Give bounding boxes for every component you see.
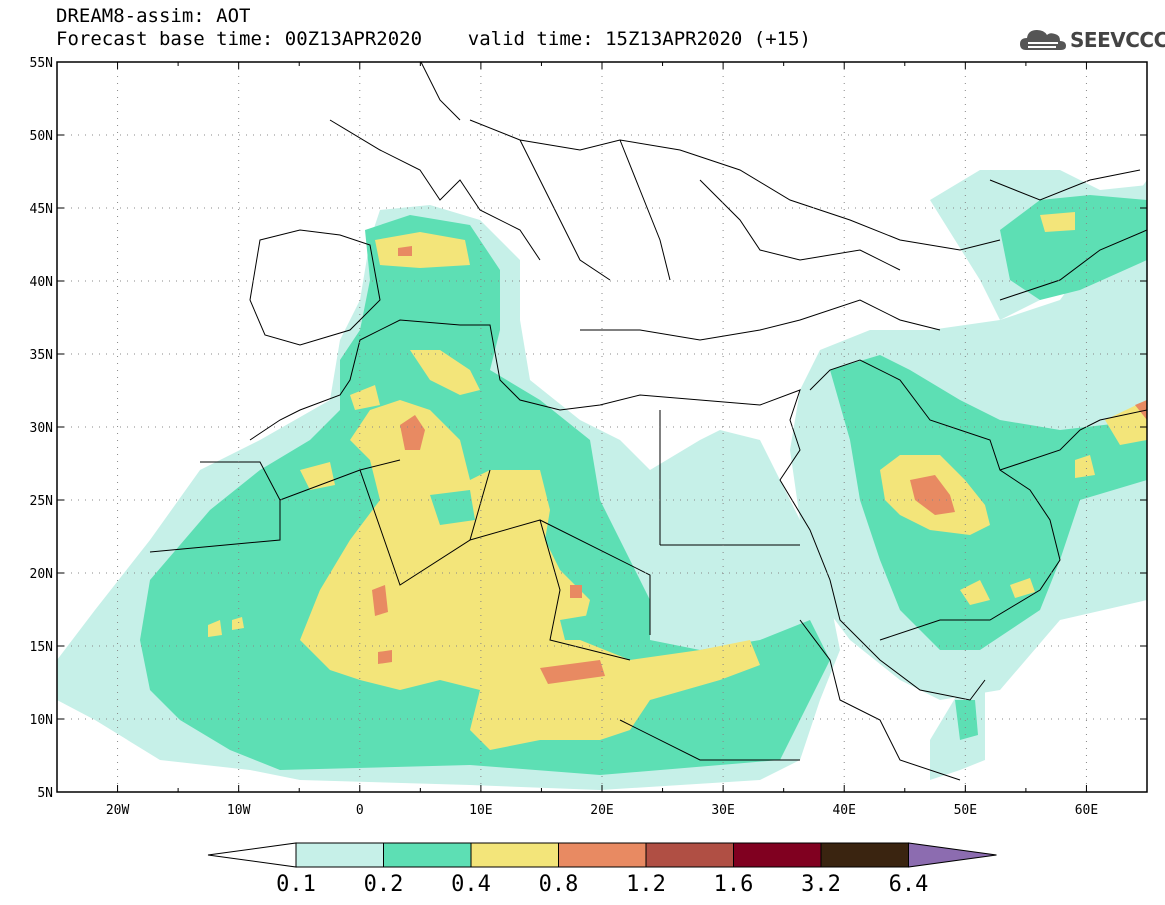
colorbar-level-label: 1.2	[626, 872, 666, 897]
colorbar-segment	[383, 842, 472, 868]
lat-label: 20N	[30, 567, 53, 582]
aot-band-0.2-holes	[430, 490, 595, 640]
lon-label: 30E	[711, 803, 734, 818]
colorbar-level-label: 1.6	[714, 872, 754, 897]
aot-contour-fields	[57, 170, 1147, 790]
lon-label: 10E	[469, 803, 492, 818]
lon-label: 50E	[954, 803, 977, 818]
lat-label: 30N	[30, 421, 53, 436]
lon-label: 10W	[227, 803, 251, 818]
logo-text: SEEVCCC	[1070, 28, 1165, 52]
longitude-labels: 20W 10W 0 10E 20E 30E 40E 50E 60E	[106, 803, 1098, 818]
colorbar-segment	[645, 842, 734, 868]
colorbar-over-triangle	[908, 842, 997, 868]
colorbar	[207, 842, 997, 868]
colorbar-labels: 0.1 0.2 0.4 0.8 1.2 1.6 3.2 6.4	[276, 872, 928, 897]
cloud-logo-icon	[1020, 30, 1066, 50]
colorbar-segment	[820, 842, 909, 868]
lat-label: 15N	[30, 640, 53, 655]
country-borders	[149, 62, 1147, 781]
aot-band-0.8	[372, 246, 1147, 684]
lat-label: 40N	[30, 275, 53, 290]
colorbar-under-triangle	[207, 842, 297, 868]
colorbar-segment	[733, 842, 822, 868]
colorbar-level-label: 0.2	[364, 872, 404, 897]
colorbar-level-label: 0.4	[451, 872, 491, 897]
colorbar-level-label: 3.2	[801, 872, 841, 897]
colorbar-level-label: 0.8	[539, 872, 579, 897]
map-title: DREAM8-assim: AOT	[56, 5, 251, 27]
lat-label: 10N	[30, 713, 53, 728]
lon-label: 20W	[106, 803, 130, 818]
lat-label: 55N	[30, 56, 53, 71]
colorbar-level-label: 6.4	[889, 872, 929, 897]
lon-label: 20E	[590, 803, 613, 818]
lon-label: 40E	[832, 803, 855, 818]
colorbar-level-label: 0.1	[276, 872, 316, 897]
lon-label: 0	[356, 803, 364, 818]
lat-label: 45N	[30, 202, 53, 217]
lon-label: 60E	[1075, 803, 1098, 818]
lat-label: 35N	[30, 348, 53, 363]
latitude-labels: 55N 50N 45N 40N 35N 30N 25N 20N 15N 10N 5N	[30, 56, 53, 801]
colorbar-segment	[558, 842, 647, 868]
colorbar-segment	[470, 842, 559, 868]
gridlines	[57, 62, 1147, 792]
seevccc-logo: SEEVCCC	[1018, 24, 1165, 56]
colorbar-segment	[295, 842, 384, 868]
lat-label: 5N	[37, 786, 53, 801]
lat-label: 25N	[30, 494, 53, 509]
axis-ticks	[56, 61, 1148, 793]
lat-label: 50N	[30, 129, 53, 144]
forecast-time-subtitle: Forecast base time: 00Z13APR2020 valid t…	[56, 28, 811, 50]
